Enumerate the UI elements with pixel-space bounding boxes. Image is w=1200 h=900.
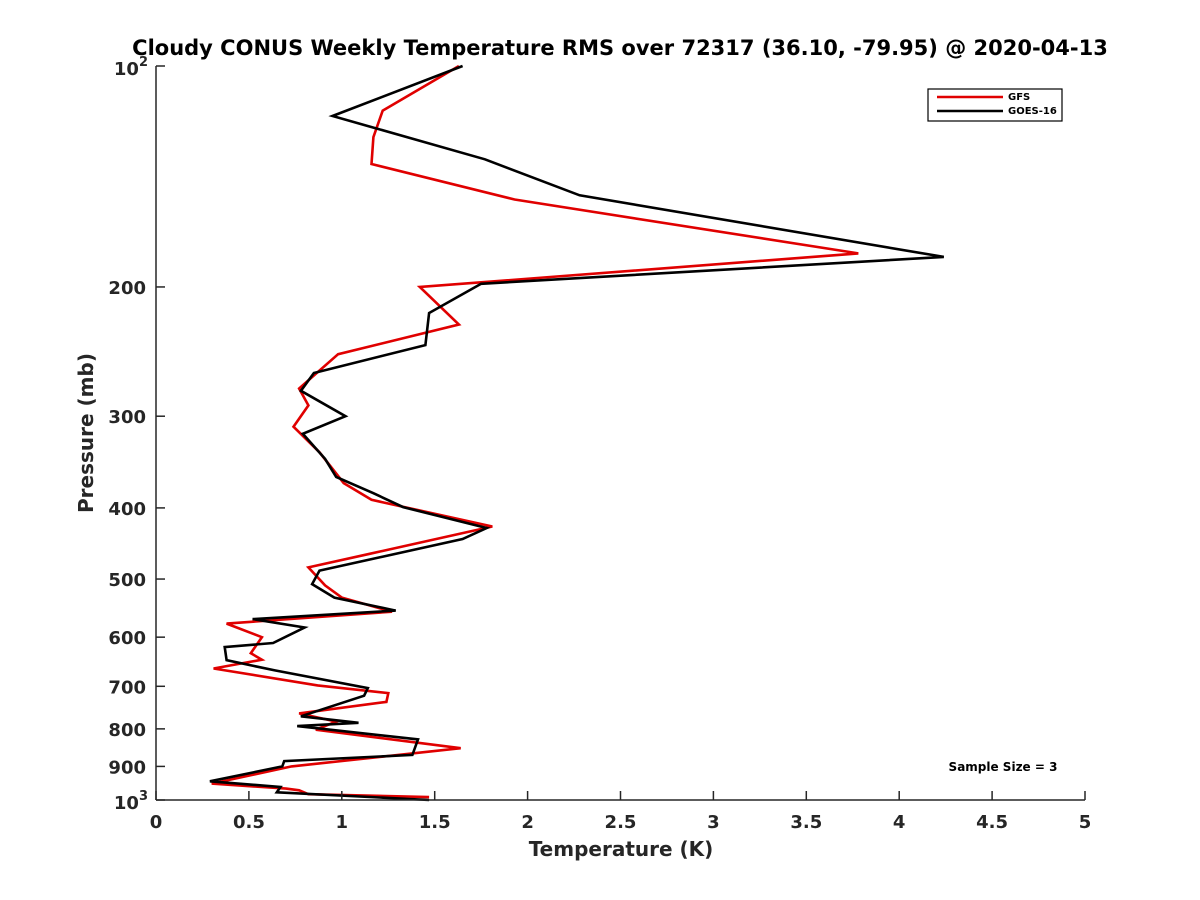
x-tick-label: 4 [893,812,906,833]
x-tick-label: 1 [336,812,349,833]
x-axis-label: Temperature (K) [529,837,714,861]
x-tick-label: 1.5 [419,812,451,833]
x-tick-label: 0 [150,812,163,833]
x-tick-label: 4.5 [976,812,1008,833]
x-tick-label: 0.5 [233,812,265,833]
y-tick-label: 900 [108,757,146,778]
x-tick-label: 2.5 [605,812,637,833]
ticks-layer: 0 0.5 1 1.5 2 2.5 3 3.5 4 4.5 5 102 200 300 400 500 600 7… [108,55,1091,833]
y-tick-label: 700 [108,677,146,698]
x-tick-label: 3 [707,812,720,833]
x-tick-label: 3.5 [790,812,822,833]
legend-box [927,88,1063,122]
series-line-goes16 [209,64,945,802]
y-axis-label: Pressure (mb) [74,353,98,513]
legend-label-gfs: GFS [1008,92,1030,103]
sample-size-annotation: Sample Size = 3 [949,760,1058,774]
legend: GFS GOES-16 [927,88,1063,122]
series-line-gfs [211,64,859,799]
chart-title: Cloudy CONUS Weekly Temperature RMS over… [132,36,1108,60]
y-tick-label: 102 [114,55,148,80]
y-tick-label: 800 [108,720,146,741]
y-tick-label: 600 [108,628,146,649]
series-layer [209,64,945,802]
y-tick-label: 300 [108,407,146,428]
y-tick-label: 500 [108,570,146,591]
x-tick-label: 5 [1079,812,1092,833]
y-tick-label: 200 [108,278,146,299]
y-tick-label: 400 [108,499,146,520]
legend-label-goes16: GOES-16 [1008,106,1057,117]
x-tick-label: 2 [521,812,534,833]
y-tick-label: 103 [114,789,148,814]
